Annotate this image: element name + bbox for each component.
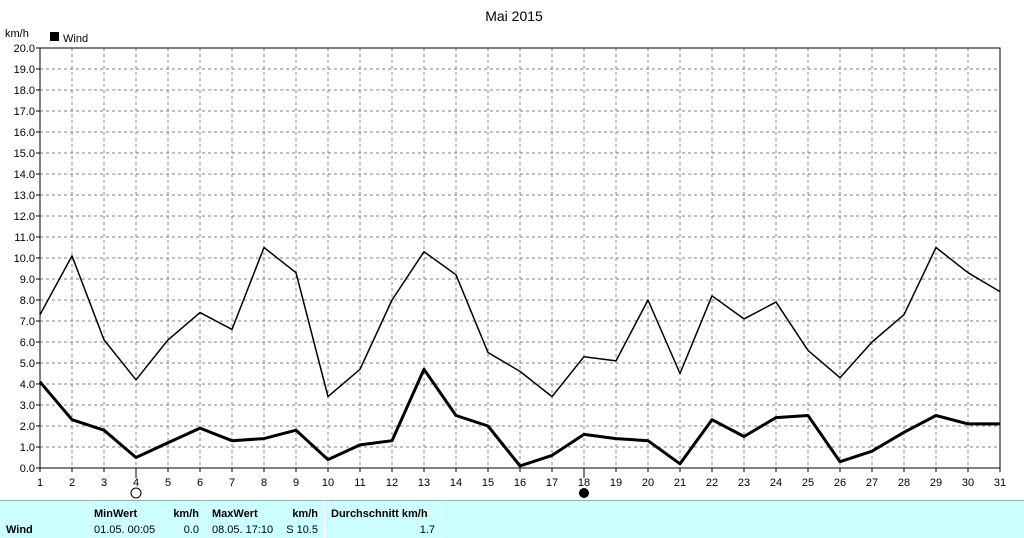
y-tick-label: 18.0 — [14, 85, 35, 97]
summary-panel: Wind MinWert km/h 01.05. 00:05 0.0 MaxWe… — [0, 500, 1024, 538]
x-tick-label: 14 — [450, 477, 462, 489]
series-line-upper — [39, 246, 1001, 398]
max-unit: km/h — [292, 508, 318, 520]
x-axis: 1 2 3 4 5 6 7 8 9 10 11 12 13 14 15 16 17 18 19 20 21 22 23 24 2… — [37, 468, 1006, 489]
max-header: MaxWert — [212, 508, 258, 520]
y-tick-label: 17.0 — [14, 106, 35, 118]
y-tick-label: 2.0 — [20, 421, 35, 433]
x-tick-label: 16 — [514, 477, 526, 489]
full-moon-icon — [579, 488, 589, 498]
min-unit: km/h — [173, 508, 199, 520]
y-axis: 0.0 1.0 2.0 3.0 4.0 5.0 6.0 7.0 8.0 9.0 10.0 11.0 12… — [14, 43, 40, 475]
max-value: S 10.5 — [286, 524, 318, 536]
legend-label: Wind — [63, 33, 88, 45]
y-tick-label: 5.0 — [20, 358, 35, 370]
x-tick-label: 17 — [546, 477, 558, 489]
min-value: 0.0 — [183, 524, 199, 536]
min-date: 01.05. 00:05 — [94, 524, 156, 536]
x-tick-label: 28 — [898, 477, 910, 489]
chart-title: Mai 2015 — [485, 8, 543, 24]
x-tick-label: 6 — [197, 477, 203, 489]
legend-swatch — [50, 32, 59, 41]
max-date: 08.05. 17:10 — [212, 524, 274, 536]
y-tick-label: 20.0 — [14, 43, 35, 55]
x-tick-label: 23 — [738, 477, 750, 489]
plot-frame — [39, 47, 1001, 469]
new-moon-icon — [130, 487, 142, 499]
y-tick-label: 10.0 — [14, 253, 35, 265]
series-line-lower — [38, 367, 1000, 468]
x-tick-label: 30 — [962, 477, 974, 489]
x-tick-label: 20 — [642, 477, 654, 489]
y-tick-label: 6.0 — [20, 337, 35, 349]
x-tick-label: 1 — [37, 477, 43, 489]
y-tick-label: 11.0 — [14, 232, 35, 244]
x-tick-label: 26 — [834, 477, 846, 489]
x-tick-label: 4 — [133, 477, 139, 489]
y-tick-label: 9.0 — [20, 274, 35, 286]
y-tick-label: 7.0 — [20, 316, 35, 328]
x-tick-label: 5 — [165, 477, 171, 489]
x-tick-label: 29 — [930, 477, 942, 489]
max-cell: MaxWert km/h 08.05. 17:10 S 10.5 — [206, 501, 325, 538]
x-tick-label: 18 — [578, 477, 590, 489]
x-tick-label: 21 — [674, 477, 686, 489]
y-tick-label: 16.0 — [14, 127, 35, 139]
x-tick-label: 25 — [802, 477, 814, 489]
x-tick-label: 22 — [706, 477, 718, 489]
x-tick-label: 12 — [386, 477, 398, 489]
x-tick-label: 19 — [610, 477, 622, 489]
moon-markers — [130, 468, 589, 499]
avg-header: Durchschnitt km/h — [331, 508, 428, 520]
x-tick-label: 2 — [69, 477, 75, 489]
x-tick-label: 13 — [418, 477, 430, 489]
y-tick-label: 14.0 — [14, 169, 35, 181]
x-tick-label: 31 — [994, 477, 1006, 489]
grid — [40, 48, 1000, 468]
y-tick-label: 12.0 — [14, 211, 35, 223]
y-tick-label: 1.0 — [20, 442, 35, 454]
summary-row-cell: Wind — [0, 501, 90, 538]
y-axis-unit: km/h — [5, 28, 29, 40]
series-layer — [38, 246, 1001, 468]
x-tick-label: 24 — [770, 477, 782, 489]
avg-value: 1.7 — [419, 524, 435, 536]
x-tick-label: 11 — [354, 477, 365, 489]
x-tick-label: 3 — [101, 477, 107, 489]
x-tick-label: 9 — [293, 477, 299, 489]
min-header: MinWert — [94, 508, 138, 520]
y-tick-label: 8.0 — [20, 295, 35, 307]
y-tick-label: 15.0 — [14, 148, 35, 160]
x-tick-label: 27 — [866, 477, 878, 489]
summary-row-label: Wind — [6, 524, 33, 536]
x-tick-label: 10 — [322, 477, 334, 489]
x-tick-label: 7 — [229, 477, 235, 489]
wind-chart: Mai 2015 km/h Wind 0.0 1.0 2.0 3.0 4.0 5.0 6.0… — [5, 8, 1006, 499]
y-tick-label: 0.0 — [20, 463, 35, 475]
x-tick-label: 15 — [482, 477, 494, 489]
avg-cell: Durchschnitt km/h 1.7 — [325, 501, 442, 538]
min-cell: MinWert km/h 01.05. 00:05 0.0 — [90, 501, 206, 538]
x-tick-label: 8 — [261, 477, 267, 489]
y-tick-label: 4.0 — [20, 379, 35, 391]
y-tick-label: 3.0 — [20, 400, 35, 412]
y-tick-label: 19.0 — [14, 64, 35, 76]
y-tick-label: 13.0 — [14, 190, 35, 202]
